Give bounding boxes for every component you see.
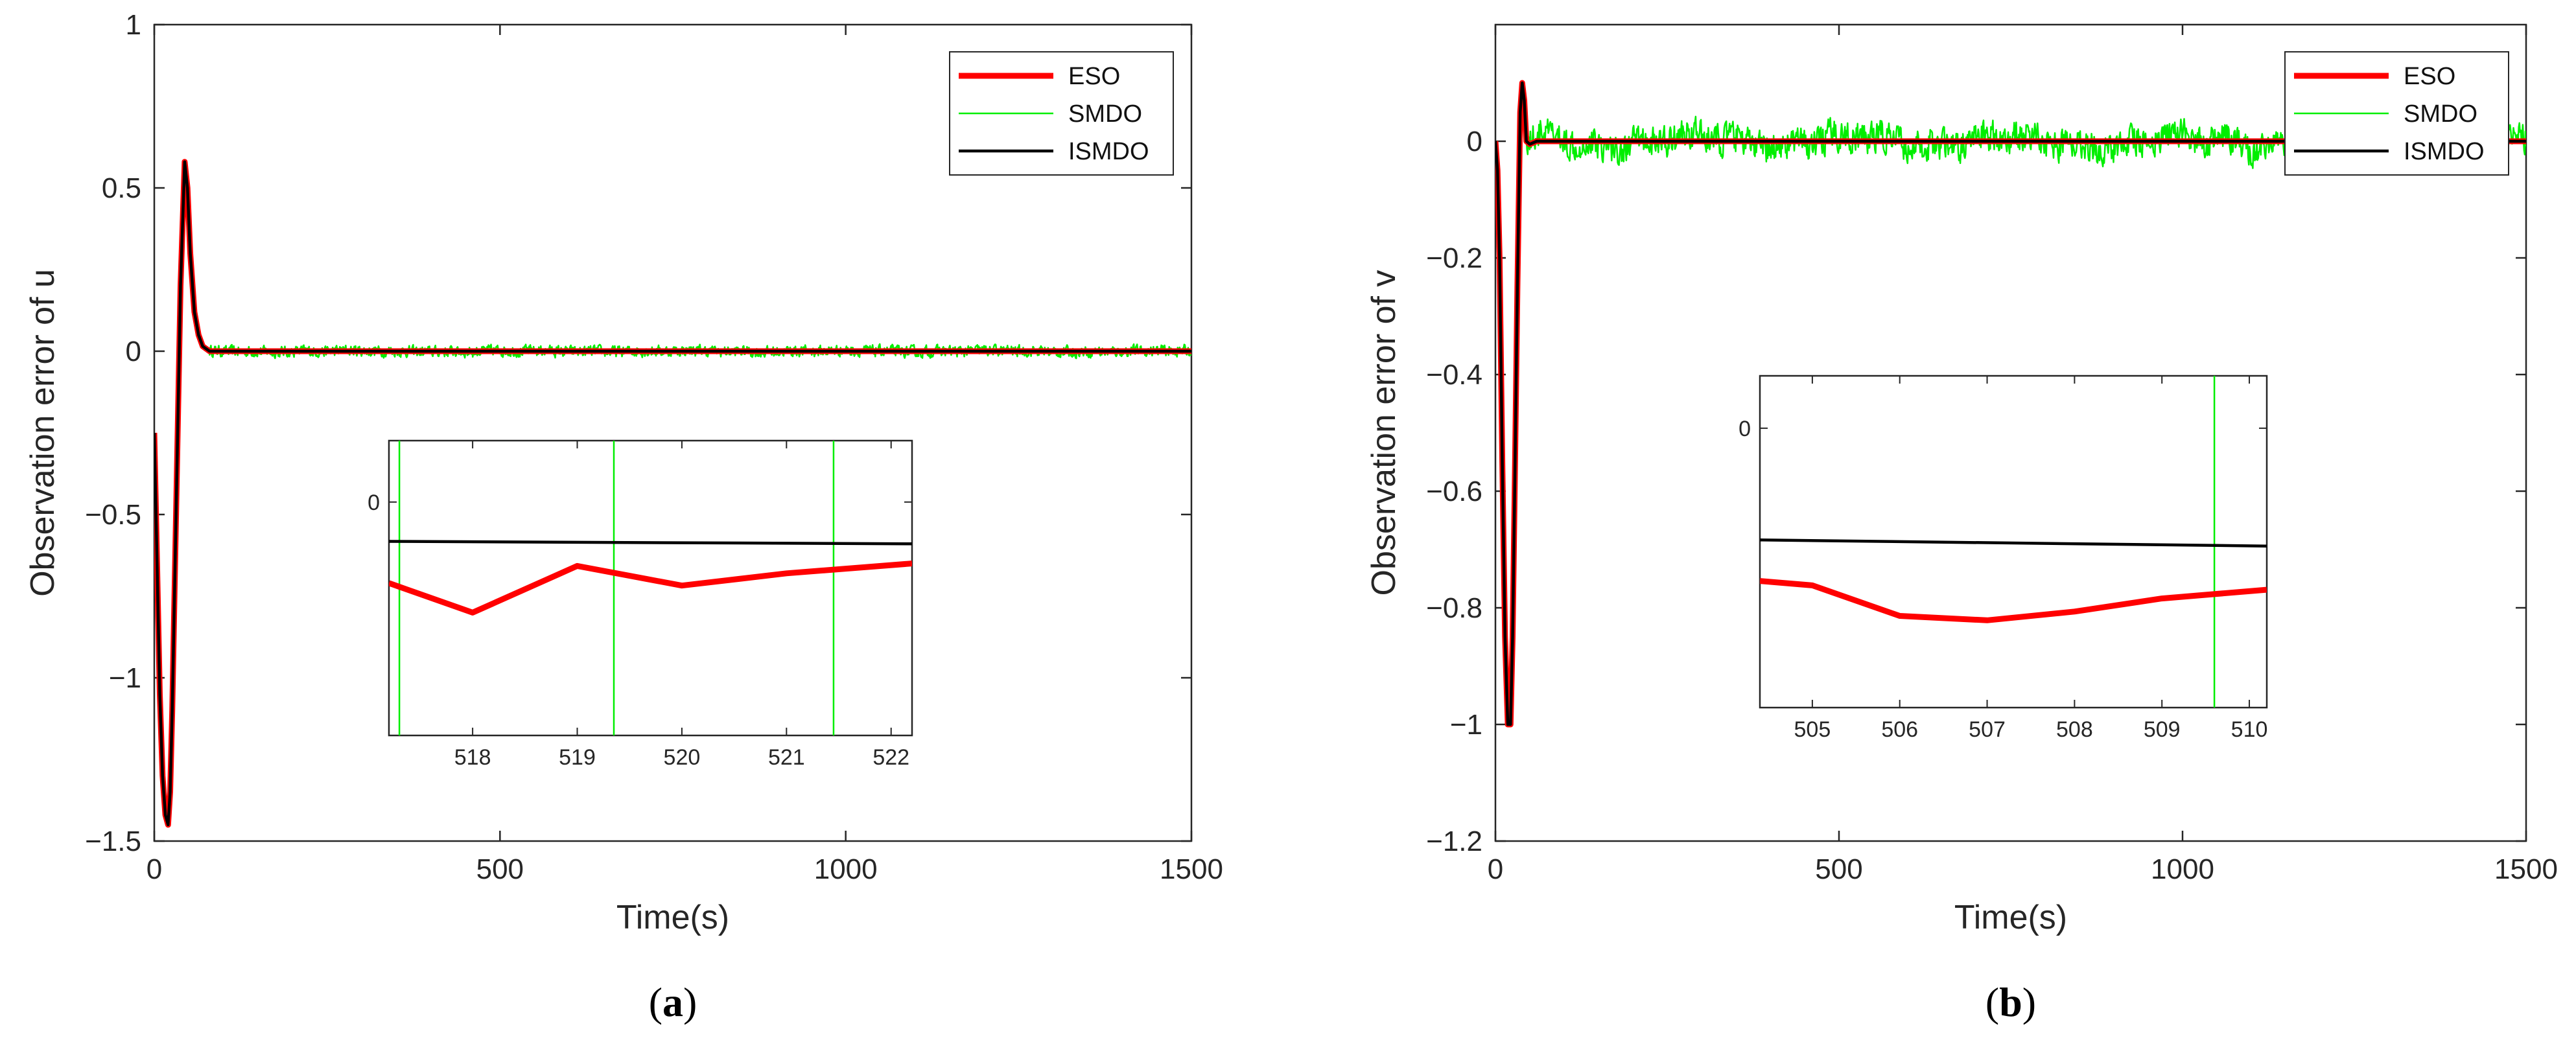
- inset-x-tick-label: 506: [1881, 717, 1918, 742]
- y-tick-label: −0.8: [1426, 592, 1482, 624]
- inset-line-eso: [389, 560, 912, 616]
- legend-box: [949, 51, 1174, 176]
- inset-plot-area: [389, 441, 912, 735]
- inset-box: [388, 439, 913, 737]
- inset-x-tick-label: 507: [1969, 717, 2006, 742]
- legend-label-ismdo: ISMDO: [1068, 138, 1149, 165]
- y-axis-label: Observation error of u: [24, 269, 62, 597]
- caption-close: ): [2022, 979, 2036, 1025]
- inset-x-tick-label: 508: [2056, 717, 2093, 742]
- inset-x-tick-label: 518: [454, 745, 491, 770]
- series-line-ismdo: [154, 160, 1191, 827]
- panel-caption: (b): [1985, 979, 2036, 1025]
- x-axis-label: Time(s): [616, 899, 729, 936]
- legend-label-eso: ESO: [2404, 63, 2455, 90]
- y-tick-label: −1.5: [85, 826, 141, 857]
- inset-line-ismdo: [389, 540, 912, 546]
- y-tick-label: 0: [1467, 126, 1482, 157]
- y-tick-label: 1: [126, 9, 141, 41]
- y-tick-label: 0: [126, 336, 141, 367]
- panel-caption: (a): [649, 979, 697, 1025]
- inset-line-eso: [1760, 578, 2267, 623]
- y-tick-label: −0.2: [1426, 242, 1482, 274]
- caption-open: (: [649, 979, 662, 1025]
- x-tick-label: 1500: [2494, 853, 2558, 885]
- caption-close: ): [683, 979, 697, 1025]
- inset: 518 519 520 521 522 0: [368, 439, 913, 770]
- inset-y-tick-label: 0: [1739, 417, 1751, 441]
- inset-y-tick-label: 0: [368, 491, 380, 515]
- x-axis-label: Time(s): [1954, 899, 2067, 936]
- legend-label-eso: ESO: [1068, 63, 1120, 90]
- legend-label-ismdo: ISMDO: [2404, 138, 2485, 165]
- y-axis-label: Observation error of v: [1365, 270, 1403, 596]
- legend: ESO SMDO ISMDO: [949, 51, 1174, 176]
- y-tick-label: −0.6: [1426, 476, 1482, 507]
- legend-label-smdo: SMDO: [1068, 100, 1142, 128]
- caption-letter: b: [1999, 979, 2022, 1025]
- plot-area: [154, 159, 1191, 828]
- inset-x-tick-label: 520: [664, 745, 701, 770]
- inset-x-tick-label: 522: [872, 745, 909, 770]
- x-tick-label: 500: [1815, 853, 1862, 885]
- y-tick-label: −0.4: [1426, 359, 1482, 391]
- x-tick-label: 0: [146, 853, 162, 885]
- x-tick-label: 1500: [1160, 853, 1223, 885]
- inset-x-tick-label: 519: [559, 745, 596, 770]
- panel-a: 0 500 1000 1500 1 0.5 0 −0.5 −1 −1.5 Time(s) Observ…: [24, 9, 1223, 1025]
- y-tick-label: −1: [1450, 709, 1482, 741]
- inset-x-tick-label: 510: [2231, 717, 2268, 742]
- panel-b: 0 500 1000 1500 0 −0.2 −0.4 −0.6 −0.8 −1 −1.2 Time(…: [1365, 23, 2558, 1025]
- caption-open: (: [1985, 979, 1999, 1025]
- series-line-ismdo: [1495, 81, 2526, 726]
- inset-x-tick-label: 521: [768, 745, 805, 770]
- legend-label-smdo: SMDO: [2404, 100, 2477, 128]
- inset-x-tick-label: 505: [1794, 717, 1831, 742]
- y-tick-label: −1.2: [1426, 826, 1482, 857]
- caption-letter: a: [662, 979, 683, 1025]
- x-tick-label: 0: [1488, 853, 1503, 885]
- y-tick-label: −1: [109, 662, 141, 694]
- y-tick-label: 0.5: [102, 172, 141, 204]
- legend: ESO SMDO ISMDO: [2284, 51, 2509, 176]
- x-tick-label: 1000: [2151, 853, 2214, 885]
- x-tick-label: 1000: [814, 853, 878, 885]
- inset-plot-area: [1760, 376, 2267, 708]
- y-tick-label: −0.5: [85, 499, 141, 531]
- inset: 505 506 507 508 509 510 0: [1739, 375, 2268, 742]
- inset-x-tick-label: 509: [2144, 717, 2181, 742]
- x-tick-label: 500: [476, 853, 524, 885]
- inset-line-ismdo: [1760, 538, 2267, 548]
